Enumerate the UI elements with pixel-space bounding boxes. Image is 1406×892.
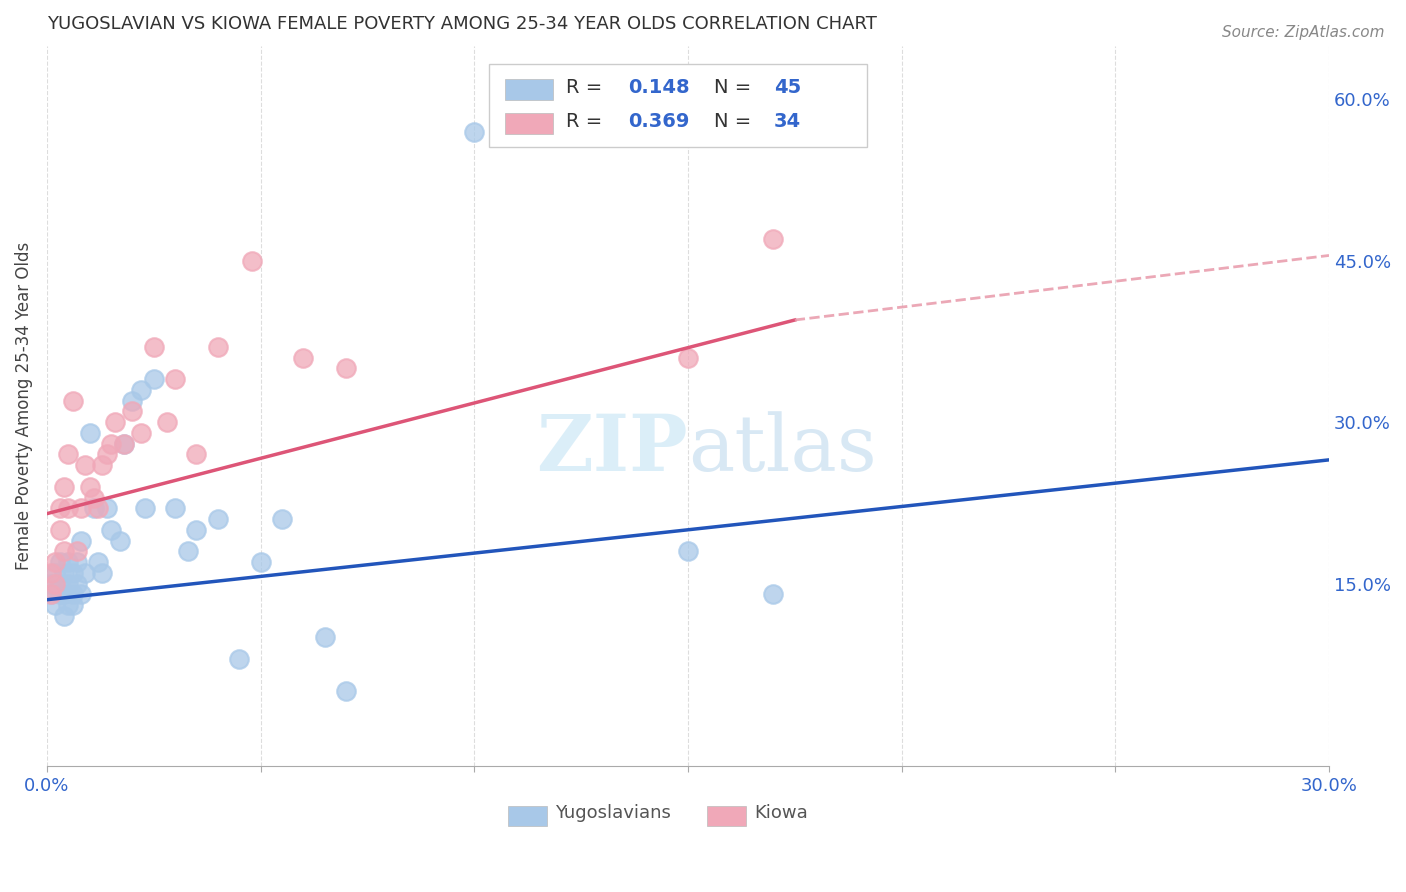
Point bbox=[112, 436, 135, 450]
Bar bbox=[489, 63, 868, 146]
Point bbox=[96, 448, 118, 462]
Point bbox=[104, 415, 127, 429]
Point bbox=[53, 587, 76, 601]
Point bbox=[70, 501, 93, 516]
Bar bbox=[505, 78, 554, 101]
Point bbox=[129, 383, 152, 397]
Point bbox=[79, 480, 101, 494]
Point bbox=[91, 458, 114, 473]
Text: Kiowa: Kiowa bbox=[755, 805, 808, 822]
Point bbox=[87, 501, 110, 516]
Point bbox=[53, 608, 76, 623]
Text: ZIP: ZIP bbox=[536, 411, 688, 487]
Text: 0.369: 0.369 bbox=[627, 112, 689, 131]
Point bbox=[155, 415, 177, 429]
Point bbox=[62, 393, 84, 408]
Point bbox=[87, 555, 110, 569]
Point bbox=[75, 458, 97, 473]
Point bbox=[129, 425, 152, 440]
Point bbox=[121, 393, 143, 408]
Point bbox=[79, 425, 101, 440]
Point bbox=[292, 351, 315, 365]
Point bbox=[44, 566, 66, 580]
Point bbox=[39, 566, 62, 580]
Point bbox=[66, 544, 89, 558]
Bar bbox=[505, 112, 554, 135]
Point bbox=[186, 448, 208, 462]
Point bbox=[53, 566, 76, 580]
Point bbox=[70, 587, 93, 601]
Point bbox=[39, 587, 62, 601]
Text: atlas: atlas bbox=[688, 411, 877, 487]
Point bbox=[83, 491, 105, 505]
Text: 34: 34 bbox=[773, 112, 801, 131]
Point bbox=[240, 253, 263, 268]
Text: 45: 45 bbox=[773, 78, 801, 97]
Point bbox=[335, 684, 357, 698]
Point bbox=[177, 544, 200, 558]
Point bbox=[58, 448, 80, 462]
Point bbox=[165, 372, 187, 386]
Text: R =: R = bbox=[567, 112, 609, 131]
Point bbox=[91, 566, 114, 580]
Point bbox=[676, 544, 699, 558]
Point bbox=[39, 587, 62, 601]
Point bbox=[39, 576, 62, 591]
Point bbox=[228, 652, 250, 666]
Point bbox=[463, 125, 485, 139]
Text: 0.148: 0.148 bbox=[627, 78, 689, 97]
Point bbox=[335, 361, 357, 376]
Point bbox=[70, 533, 93, 548]
Point bbox=[53, 480, 76, 494]
Text: R =: R = bbox=[567, 78, 609, 97]
Point bbox=[165, 501, 187, 516]
Point bbox=[83, 501, 105, 516]
Text: Yugoslavians: Yugoslavians bbox=[554, 805, 671, 822]
Point bbox=[58, 501, 80, 516]
Point bbox=[314, 631, 336, 645]
Point bbox=[62, 566, 84, 580]
Point bbox=[62, 598, 84, 612]
Point bbox=[53, 544, 76, 558]
Point bbox=[48, 576, 70, 591]
Text: YUGOSLAVIAN VS KIOWA FEMALE POVERTY AMONG 25-34 YEAR OLDS CORRELATION CHART: YUGOSLAVIAN VS KIOWA FEMALE POVERTY AMON… bbox=[46, 15, 877, 33]
Point bbox=[44, 598, 66, 612]
Point bbox=[48, 555, 70, 569]
Point bbox=[762, 232, 785, 246]
Point bbox=[100, 523, 122, 537]
Point bbox=[249, 555, 271, 569]
Text: N =: N = bbox=[714, 112, 756, 131]
Point bbox=[66, 576, 89, 591]
Point bbox=[66, 555, 89, 569]
Point bbox=[44, 555, 66, 569]
Point bbox=[112, 436, 135, 450]
Bar bbox=[707, 806, 745, 826]
Point bbox=[58, 576, 80, 591]
Point bbox=[58, 555, 80, 569]
Point bbox=[207, 340, 229, 354]
Point bbox=[100, 436, 122, 450]
Point bbox=[142, 340, 165, 354]
Point bbox=[142, 372, 165, 386]
Point bbox=[48, 501, 70, 516]
Point bbox=[58, 598, 80, 612]
Point bbox=[48, 587, 70, 601]
Point bbox=[762, 587, 785, 601]
Point bbox=[134, 501, 156, 516]
Bar bbox=[509, 806, 547, 826]
Point bbox=[271, 512, 294, 526]
Point bbox=[676, 351, 699, 365]
Text: Source: ZipAtlas.com: Source: ZipAtlas.com bbox=[1222, 25, 1385, 40]
Point bbox=[75, 566, 97, 580]
Text: N =: N = bbox=[714, 78, 756, 97]
Point bbox=[44, 576, 66, 591]
Y-axis label: Female Poverty Among 25-34 Year Olds: Female Poverty Among 25-34 Year Olds bbox=[15, 242, 32, 570]
Point bbox=[96, 501, 118, 516]
Point bbox=[186, 523, 208, 537]
Point bbox=[121, 404, 143, 418]
Point bbox=[108, 533, 131, 548]
Point bbox=[207, 512, 229, 526]
Point bbox=[48, 523, 70, 537]
Point bbox=[62, 587, 84, 601]
